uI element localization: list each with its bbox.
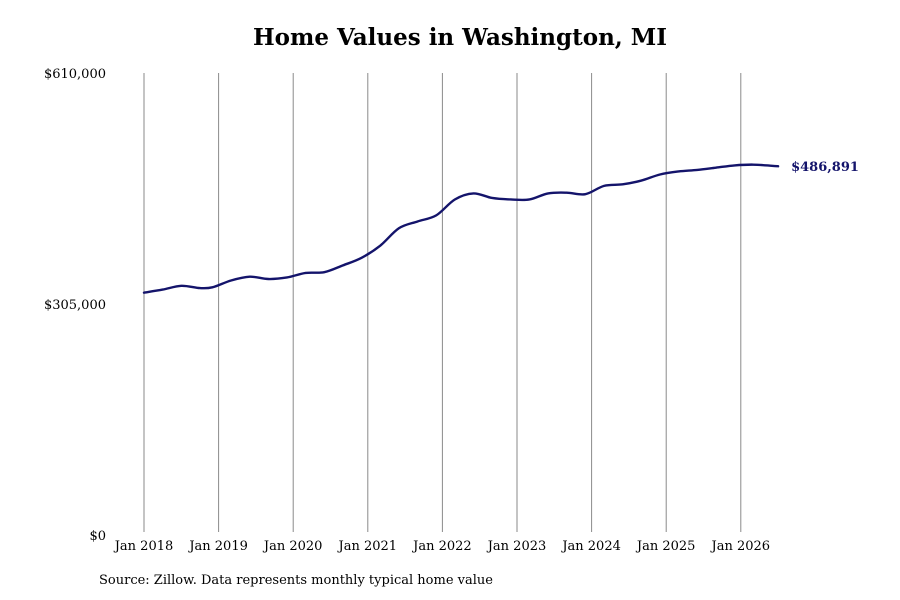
series-line-layer [142, 163, 780, 294]
x-tick-label: Jan 2024 [560, 539, 621, 554]
x-tick-label: Jan 2026 [710, 539, 771, 554]
chart-title: Home Values in Washington, MI [252, 24, 668, 51]
x-tick-label: Jan 2022 [411, 539, 472, 554]
y-axis-ticks: $0 $305,000 $610,000 [44, 67, 106, 544]
gridlines [143, 73, 742, 532]
y-tick-label: $305,000 [44, 298, 106, 313]
x-tick-label: Jan 2018 [113, 539, 174, 554]
y-tick-label: $0 [89, 529, 106, 544]
end-label-layer: $486,891 [791, 160, 859, 175]
x-tick-label: Jan 2021 [337, 539, 398, 554]
series-line [142, 163, 780, 294]
end-value-label: $486,891 [791, 160, 859, 175]
y-tick-label: $610,000 [44, 67, 106, 82]
x-tick-label: Jan 2019 [187, 539, 248, 554]
x-axis-ticks: Jan 2018 Jan 2019 Jan 2020 Jan 2021 Jan 2022… [113, 539, 770, 554]
x-tick-label: Jan 2025 [635, 539, 696, 554]
x-tick-label: Jan 2023 [486, 539, 547, 554]
chart-source-note: Source: Zillow. Data represents monthly … [99, 573, 493, 588]
x-tick-label: Jan 2020 [262, 539, 323, 554]
